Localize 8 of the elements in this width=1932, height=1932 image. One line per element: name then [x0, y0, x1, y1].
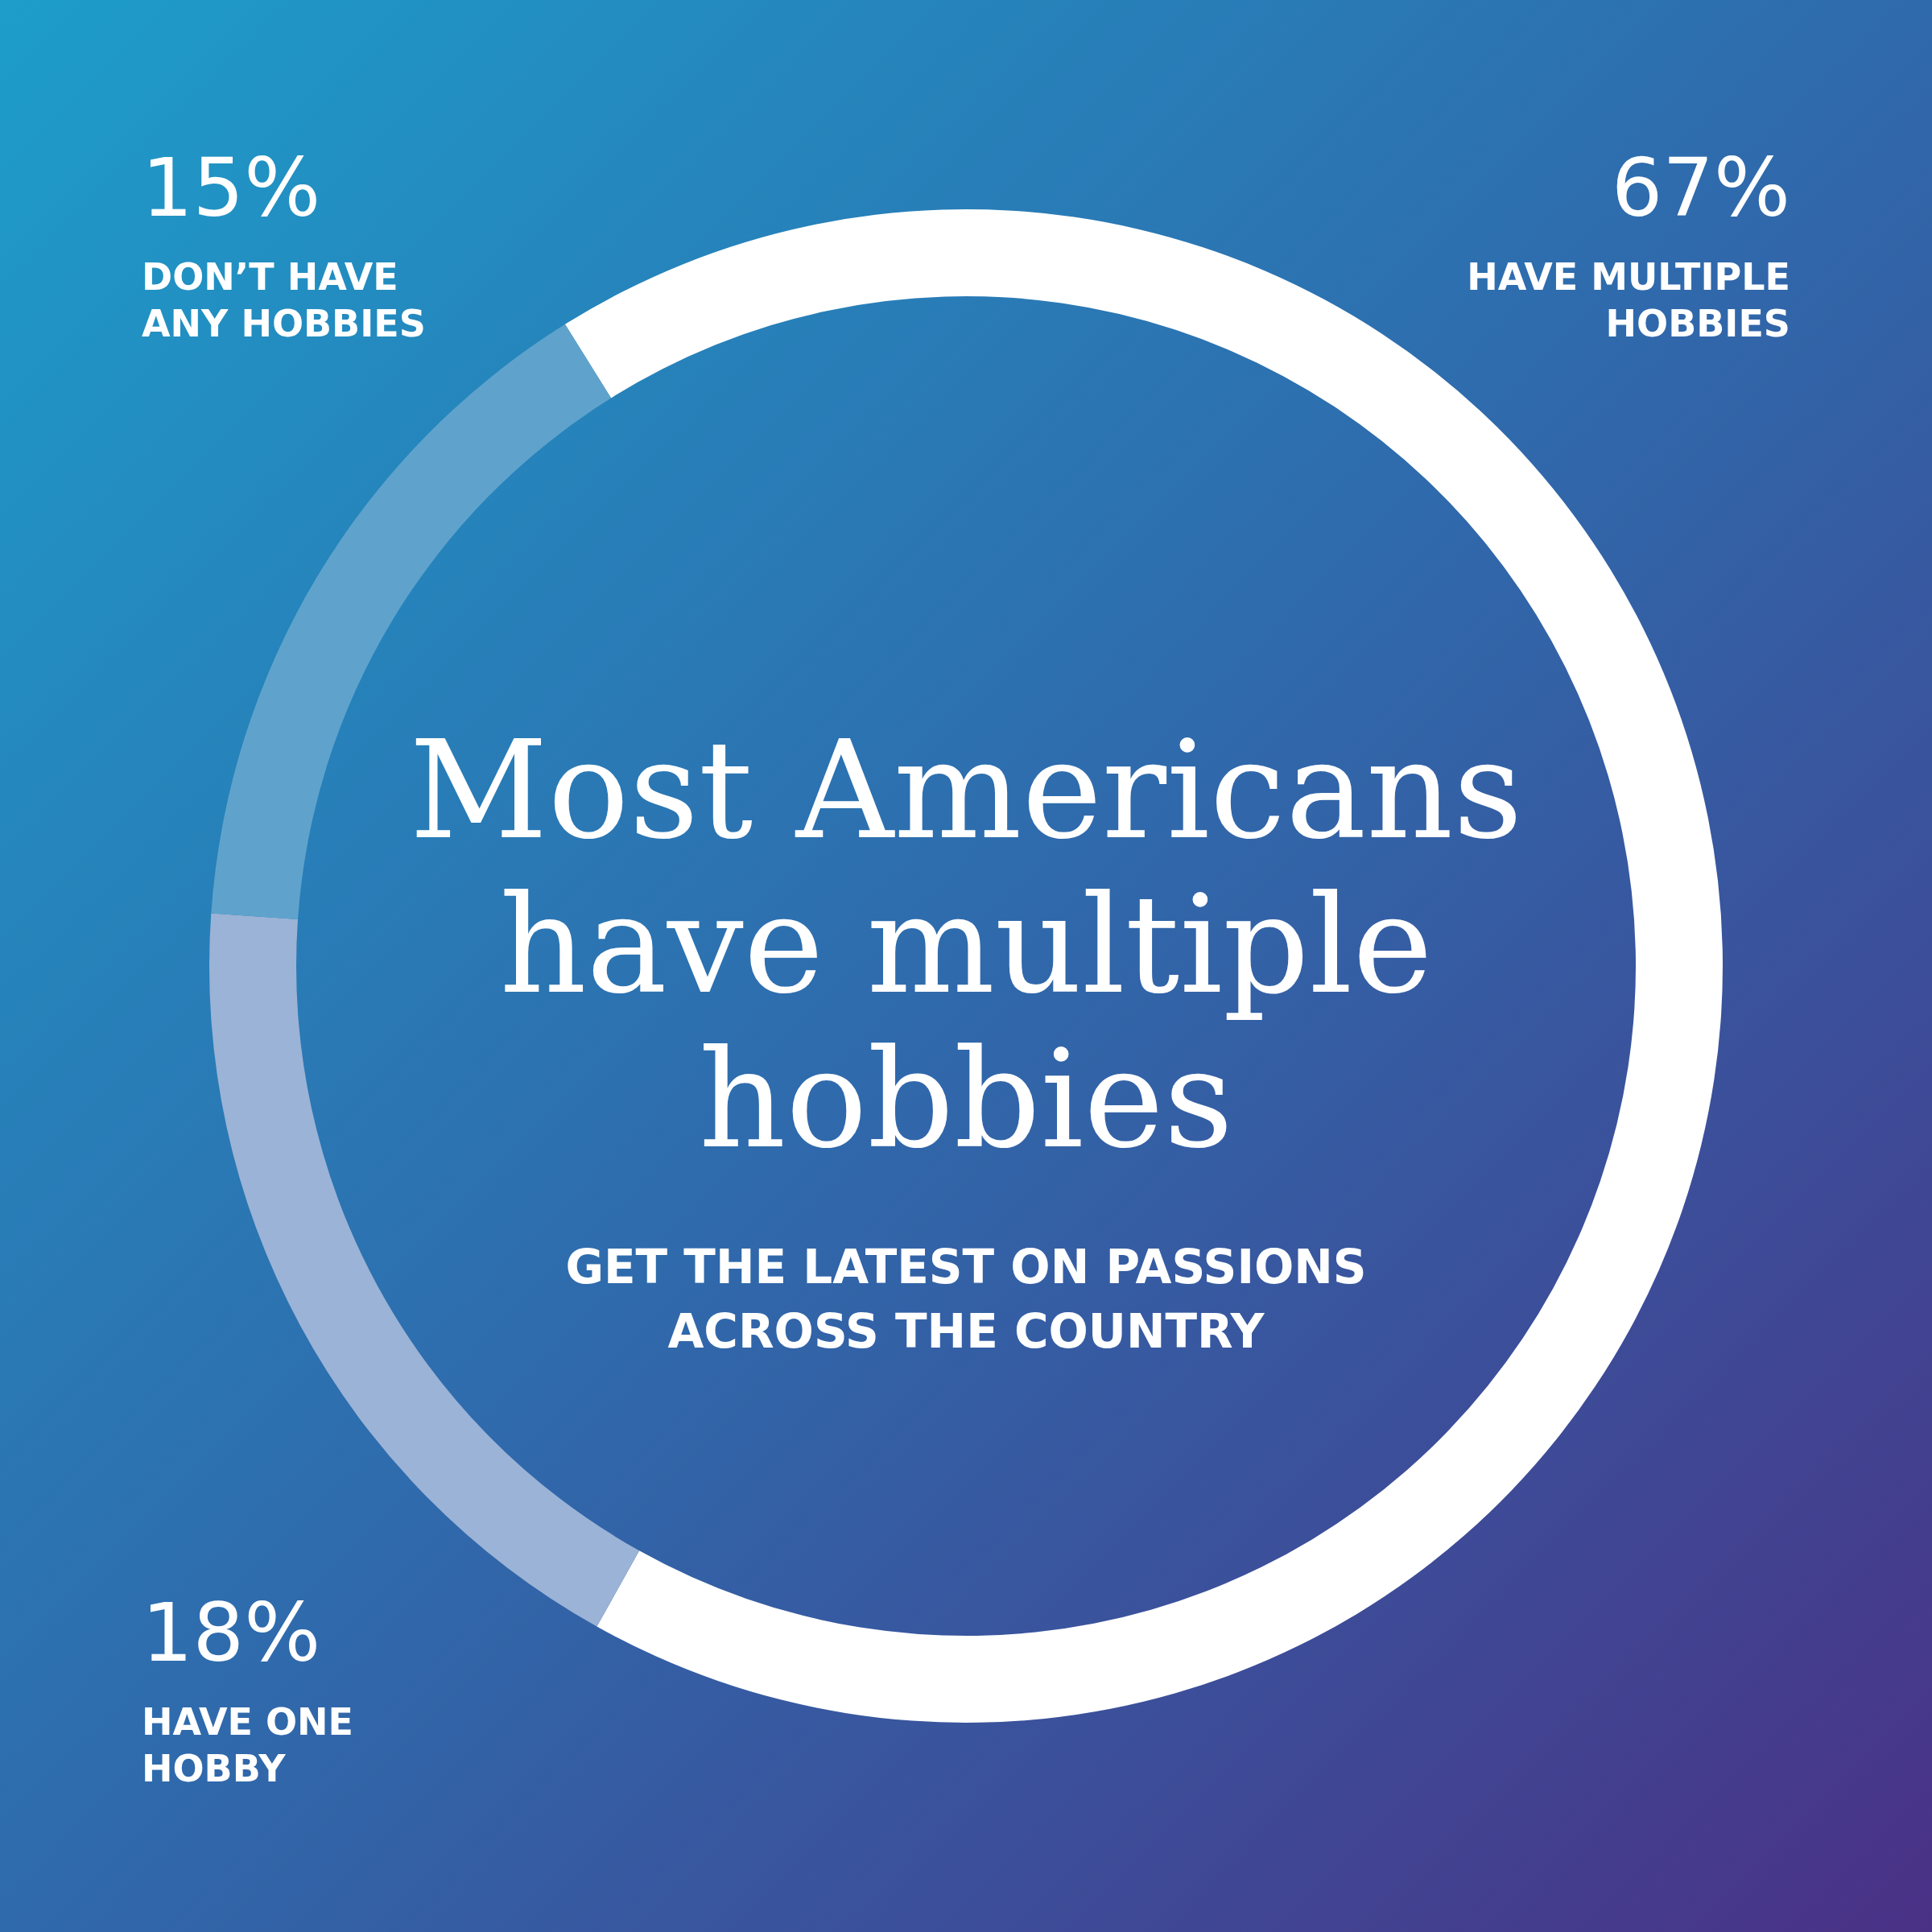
text: GET THE LATEST ON PASSIONS ACROSS THE COUNTRY [565, 1240, 1367, 1359]
data-label: 18% [142, 1586, 321, 1680]
data-label: 67% [1611, 141, 1790, 235]
slice-label: HAVE MULTIPLE HOBBIES [1467, 255, 1790, 345]
slice-label: DON’T HAVE ANY HOBBIES [142, 255, 426, 345]
slice-label: HAVE ONE HOBBY [142, 1700, 354, 1790]
text: Most Americans have multiple hobbies [409, 712, 1523, 1179]
data-label: 15% [142, 141, 321, 235]
